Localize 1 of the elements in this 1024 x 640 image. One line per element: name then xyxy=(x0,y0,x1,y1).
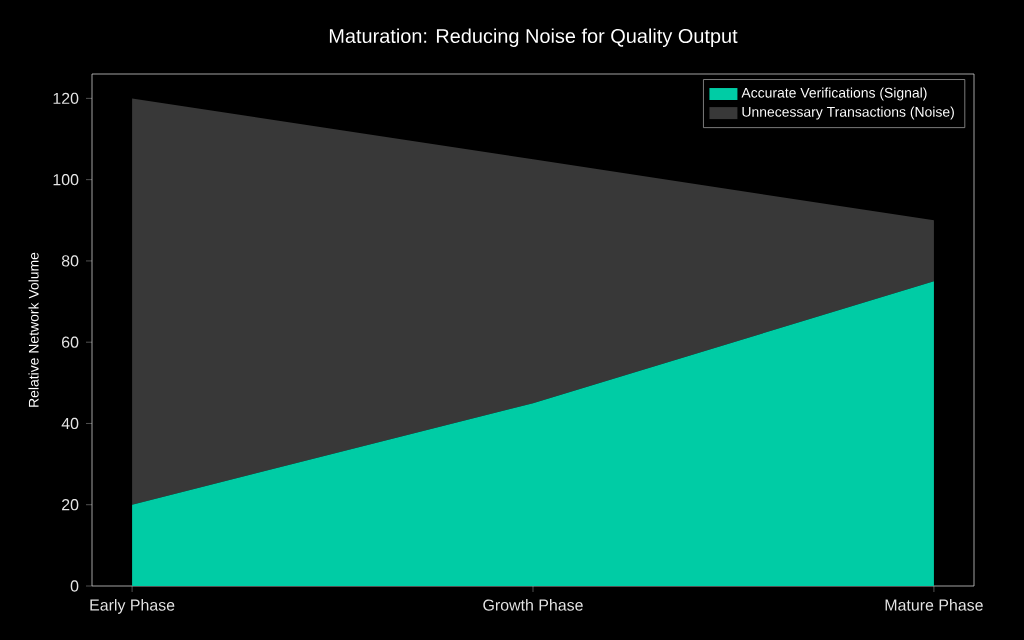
chart-title: Maturation: Reducing Noise for Quality Output xyxy=(329,28,738,47)
